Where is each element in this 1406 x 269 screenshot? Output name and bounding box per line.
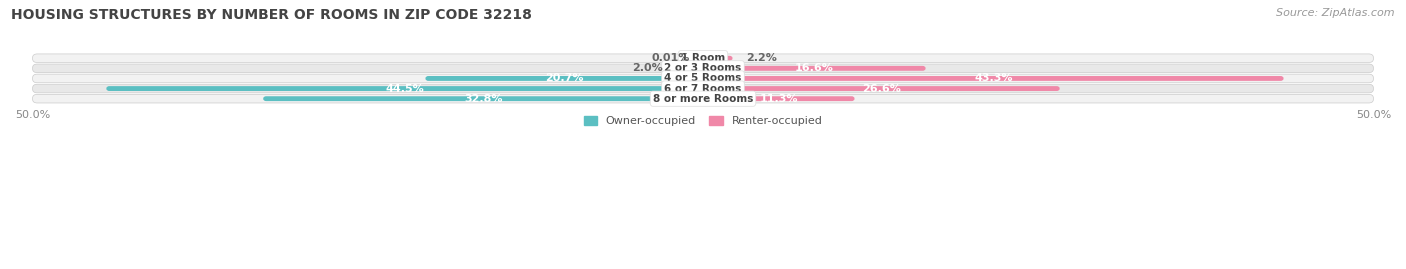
FancyBboxPatch shape	[703, 86, 1060, 91]
Text: HOUSING STRUCTURES BY NUMBER OF ROOMS IN ZIP CODE 32218: HOUSING STRUCTURES BY NUMBER OF ROOMS IN…	[11, 8, 531, 22]
Text: 16.6%: 16.6%	[794, 63, 834, 73]
Text: 1 Room: 1 Room	[681, 53, 725, 63]
Text: 11.3%: 11.3%	[759, 94, 799, 104]
FancyBboxPatch shape	[426, 76, 703, 81]
Text: 43.3%: 43.3%	[974, 73, 1012, 83]
FancyBboxPatch shape	[700, 56, 706, 61]
FancyBboxPatch shape	[703, 56, 733, 61]
FancyBboxPatch shape	[676, 66, 703, 71]
Text: 6 or 7 Rooms: 6 or 7 Rooms	[664, 84, 742, 94]
Text: 4 or 5 Rooms: 4 or 5 Rooms	[664, 73, 742, 83]
FancyBboxPatch shape	[263, 96, 703, 101]
Text: 8 or more Rooms: 8 or more Rooms	[652, 94, 754, 104]
Text: Source: ZipAtlas.com: Source: ZipAtlas.com	[1277, 8, 1395, 18]
Text: 2.2%: 2.2%	[747, 53, 776, 63]
Text: 32.8%: 32.8%	[464, 94, 502, 104]
Text: 0.01%: 0.01%	[651, 53, 689, 63]
Text: 2 or 3 Rooms: 2 or 3 Rooms	[665, 63, 741, 73]
FancyBboxPatch shape	[107, 86, 703, 91]
FancyBboxPatch shape	[32, 74, 1374, 83]
FancyBboxPatch shape	[32, 94, 1374, 103]
Legend: Owner-occupied, Renter-occupied: Owner-occupied, Renter-occupied	[579, 112, 827, 131]
Text: 44.5%: 44.5%	[385, 84, 425, 94]
FancyBboxPatch shape	[703, 66, 925, 71]
FancyBboxPatch shape	[32, 64, 1374, 73]
Text: 20.7%: 20.7%	[546, 73, 583, 83]
FancyBboxPatch shape	[703, 76, 1284, 81]
FancyBboxPatch shape	[703, 96, 855, 101]
Text: 2.0%: 2.0%	[633, 63, 662, 73]
Text: 26.6%: 26.6%	[862, 84, 901, 94]
FancyBboxPatch shape	[32, 54, 1374, 62]
FancyBboxPatch shape	[32, 84, 1374, 93]
